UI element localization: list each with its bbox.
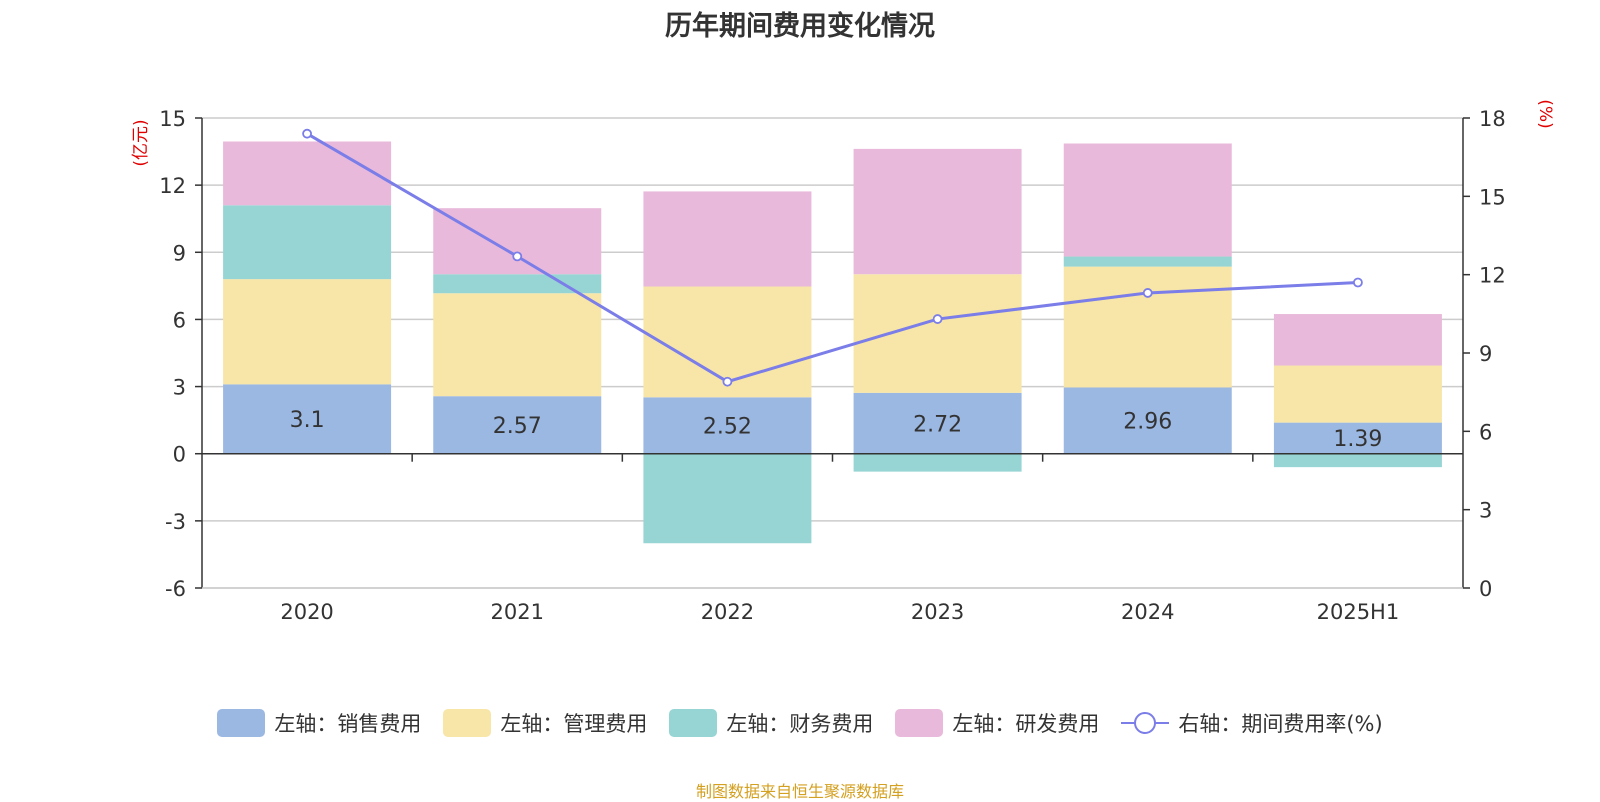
x-tick-label: 2025H1 — [1317, 600, 1400, 624]
bar-segment-1 — [853, 274, 1022, 393]
y-right-tick-label: 9 — [1479, 342, 1492, 366]
bar-segment-0 — [223, 384, 392, 454]
y-right-tick-label: 0 — [1479, 577, 1492, 601]
bar-segment-0 — [853, 392, 1022, 454]
bar-segment-2 — [1063, 256, 1232, 267]
bar-data-label: 1.39 — [1333, 427, 1382, 452]
rate-line — [306, 132, 1358, 384]
bar-segment-2 — [433, 274, 602, 294]
bar-segment-1 — [433, 293, 602, 397]
bar-segment-3 — [1273, 314, 1442, 366]
y-left-tick-label: 15 — [159, 107, 186, 131]
bar-segment-2 — [223, 205, 392, 280]
bar-segment-2 — [643, 453, 812, 544]
x-tick-label: 2021 — [491, 600, 544, 624]
y-left-tick-label: 3 — [173, 376, 186, 400]
rate-point — [512, 251, 523, 262]
legend-label-rd: 左轴：研发费用 — [952, 712, 1100, 736]
y-left-tick-label: 6 — [173, 308, 186, 332]
y-left-tick-label: 9 — [173, 241, 186, 265]
bar-segment-0 — [1063, 387, 1232, 454]
rate-point — [722, 376, 733, 387]
x-tick-label: 2020 — [280, 600, 333, 624]
rate-point — [932, 314, 943, 324]
bar-data-label: 2.72 — [913, 412, 962, 437]
bar-segment-0 — [643, 397, 812, 454]
legend-item-admin[interactable]: 左轴：管理费用 — [443, 708, 647, 738]
x-tick-label: 2023 — [911, 600, 964, 624]
legend-swatch-admin — [443, 709, 492, 737]
legend-label-finance: 左轴：财务费用 — [726, 712, 874, 736]
bar-segment-3 — [643, 191, 812, 287]
y-right-tick-label: 12 — [1479, 264, 1506, 288]
data-source-note: 制图数据来自恒生聚源数据库 — [695, 782, 904, 801]
legend-swatch-sales — [217, 709, 266, 737]
legend-swatch-rd — [895, 709, 944, 737]
legend-label-sales: 左轴：销售费用 — [274, 712, 422, 736]
y-right-tick-label: 15 — [1479, 185, 1506, 209]
rate-point — [1353, 277, 1363, 288]
bar-segment-1 — [1273, 365, 1442, 423]
x-tick-label: 2024 — [1121, 600, 1174, 624]
legend-swatch-finance — [669, 709, 718, 737]
rate-point — [302, 128, 312, 139]
y-right-tick-label: 6 — [1479, 420, 1492, 444]
x-tick-label: 2022 — [701, 600, 754, 624]
bar-data-label: 2.96 — [1123, 410, 1172, 435]
legend-label-rate: 右轴：期间费用率(%) — [1178, 712, 1383, 736]
y-right-axis-label: (%) — [1535, 99, 1555, 128]
legend-item-sales[interactable]: 左轴：销售费用 — [217, 708, 421, 738]
y-right-tick-label: 3 — [1479, 499, 1492, 523]
bar-data-label: 2.57 — [493, 414, 542, 439]
y-left-tick-label: 0 — [173, 443, 186, 467]
bar-data-label: 2.52 — [703, 415, 752, 440]
legend-item-rate[interactable]: 右轴：期间费用率(%) — [1121, 708, 1383, 738]
bar-segment-3 — [433, 208, 602, 275]
y-right-tick-label: 18 — [1479, 107, 1506, 131]
chart-title: 历年期间费用变化情况 — [665, 11, 935, 42]
bar-data-label: 3.1 — [290, 408, 325, 433]
y-left-tick-label: -3 — [165, 510, 186, 534]
bar-segment-3 — [853, 148, 1022, 275]
bar-segment-3 — [223, 141, 392, 206]
bar-segment-1 — [1063, 266, 1232, 388]
y-left-tick-label: -6 — [165, 577, 186, 601]
y-left-axis-label: (亿元) — [131, 119, 151, 166]
bar-segment-2 — [1273, 453, 1442, 468]
bar-segment-3 — [1063, 143, 1232, 257]
bar-segment-2 — [853, 453, 1022, 472]
legend-line-marker-icon — [1121, 712, 1170, 734]
bar-segment-0 — [433, 396, 602, 454]
legend-label-admin: 左轴：管理费用 — [500, 712, 648, 736]
legend-item-finance[interactable]: 左轴：财务费用 — [669, 708, 873, 738]
legend-item-rd[interactable]: 左轴：研发费用 — [895, 708, 1099, 738]
bar-segment-1 — [223, 279, 392, 385]
chart-legend: 左轴：销售费用 左轴：管理费用 左轴：财务费用 左轴：研发费用 右轴：期间费用率… — [0, 708, 1600, 738]
y-left-tick-label: 12 — [159, 174, 186, 198]
bar-segment-0 — [1273, 422, 1442, 454]
rate-point — [1142, 288, 1153, 298]
